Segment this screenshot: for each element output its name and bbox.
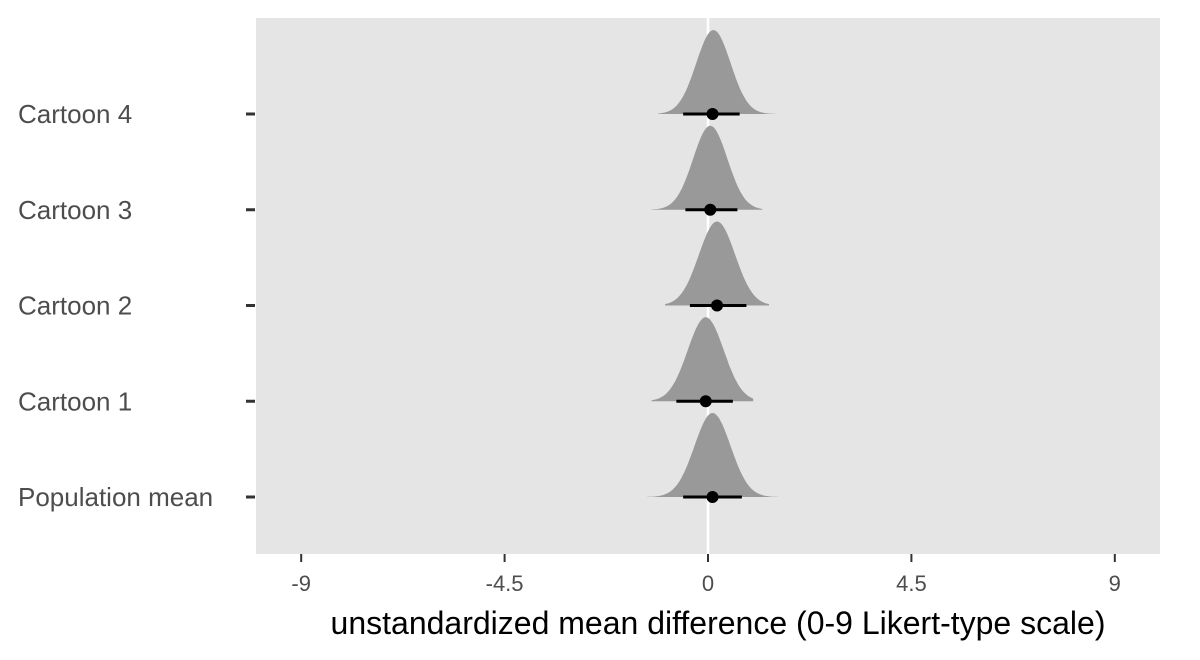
x-tick-label-2: 0: [702, 571, 714, 596]
x-axis-title: unstandardized mean difference (0-9 Like…: [331, 605, 1106, 641]
density-cartoon-3: [651, 125, 763, 210]
point-cartoon-4: [706, 108, 719, 120]
x-tick-label-1: -4.5: [486, 571, 524, 596]
y-tick-label-cartoon-4: Cartoon 4: [18, 99, 132, 129]
density-cartoon-1: [651, 317, 754, 402]
interval-layer: [676, 108, 747, 503]
point-cartoon-2: [711, 299, 724, 312]
density-layer: [647, 30, 779, 497]
point-cartoon-1: [699, 395, 712, 408]
y-tick-label-cartoon-3: Cartoon 3: [18, 195, 132, 225]
point-cartoon-3: [704, 203, 717, 216]
x-axis: -9 -4.5 0 4.5 9: [291, 554, 1121, 596]
point-population-mean: [706, 491, 719, 503]
x-tick-label-3: 4.5: [896, 571, 927, 596]
x-tick-label-0: -9: [291, 571, 311, 596]
y-tick-label-population-mean: Population mean: [18, 482, 213, 512]
y-tick-label-cartoon-1: Cartoon 1: [18, 386, 132, 416]
x-tick-label-4: 9: [1109, 571, 1121, 596]
density-population-mean: [647, 413, 779, 497]
y-axis: Cartoon 4 Cartoon 3 Cartoon 2 Cartoon 1 Popu…: [18, 99, 255, 512]
density-cartoon-2: [665, 221, 769, 306]
y-tick-label-cartoon-2: Cartoon 2: [18, 291, 132, 321]
density-cartoon-4: [658, 30, 776, 115]
